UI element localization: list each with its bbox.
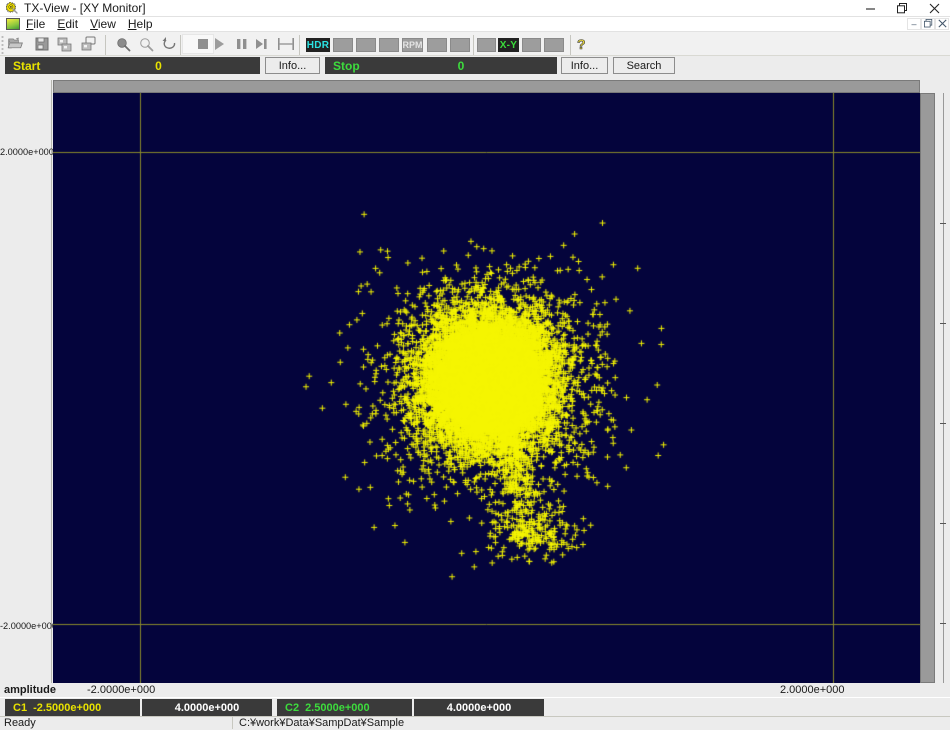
- svg-text:?: ?: [577, 36, 586, 52]
